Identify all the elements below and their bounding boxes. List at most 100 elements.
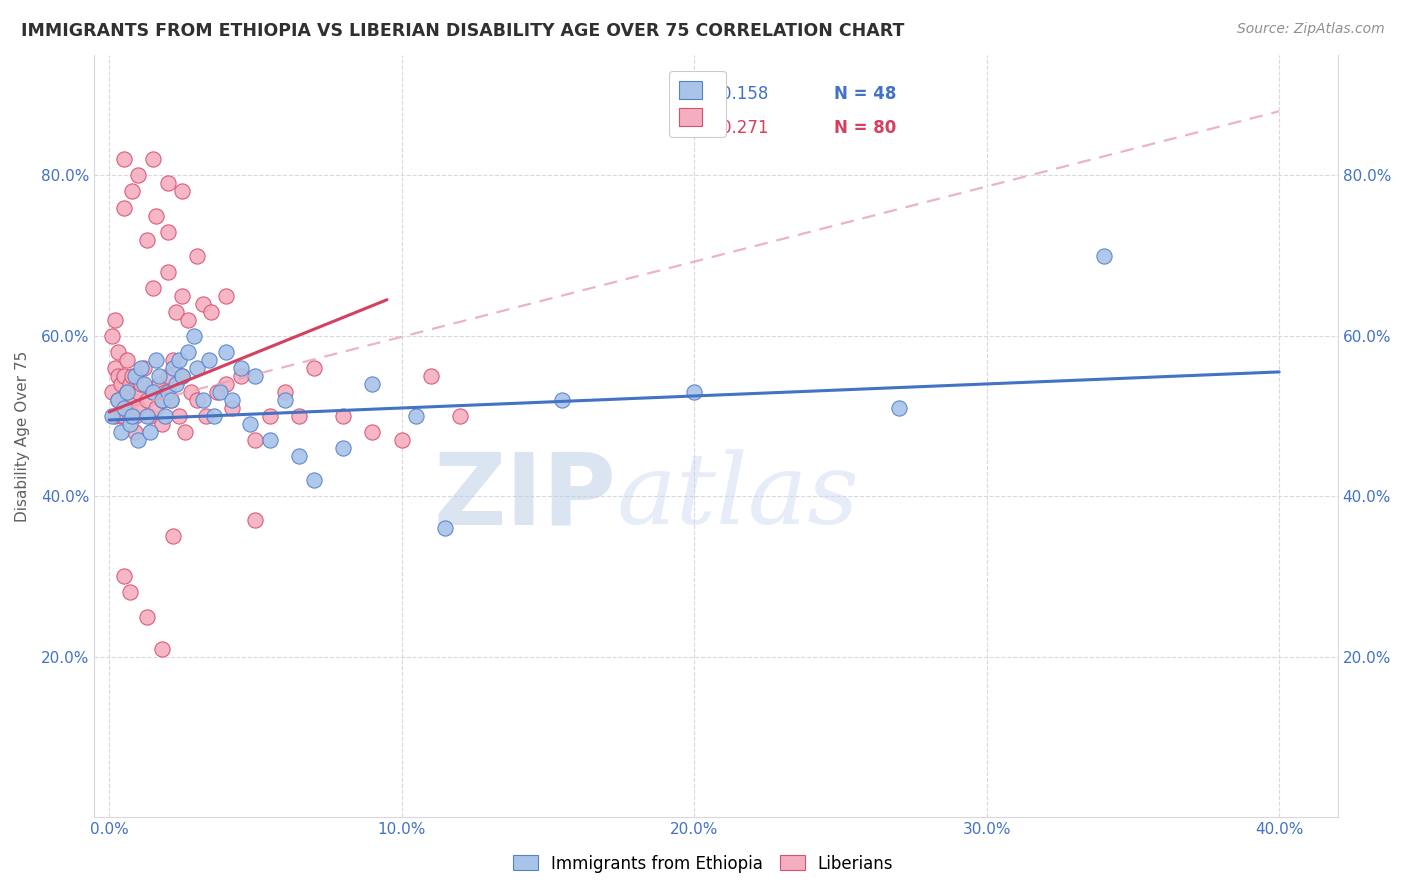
Point [238,417,260,431]
Point [162,529,184,543]
Point [115,352,138,367]
Point [551,392,574,407]
Point [121,392,143,407]
Point [112,368,135,383]
Point [191,297,214,311]
Point [112,201,135,215]
Point [104,313,127,327]
Text: R = 0.271: R = 0.271 [685,119,769,136]
Point [150,641,173,656]
Point [110,425,132,439]
Point [169,352,191,367]
Point [259,433,281,447]
Point [177,313,200,327]
Point [177,344,200,359]
Point [419,368,441,383]
Point [142,384,165,399]
Point [302,473,325,487]
Point [169,409,191,423]
Point [101,328,124,343]
Point [221,401,243,415]
Point [361,425,384,439]
Point [112,153,135,167]
Point [172,289,194,303]
Point [127,433,149,447]
Point [200,305,222,319]
Text: N = 80: N = 80 [834,119,897,136]
Point [136,409,159,423]
Point [405,409,427,423]
Point [101,409,124,423]
Point [172,368,194,383]
Point [101,384,124,399]
Point [229,368,252,383]
Point [288,409,311,423]
Point [121,185,143,199]
Point [229,360,252,375]
Point [165,305,187,319]
Point [215,344,238,359]
Text: IMMIGRANTS FROM ETHIOPIA VS LIBERIAN DISABILITY AGE OVER 75 CORRELATION CHART: IMMIGRANTS FROM ETHIOPIA VS LIBERIAN DIS… [21,22,904,40]
Point [124,368,146,383]
Point [139,409,162,423]
Point [134,360,156,375]
Point [150,392,173,407]
Point [129,376,152,391]
Point [202,409,225,423]
Point [145,209,167,223]
Point [110,409,132,423]
Point [107,392,129,407]
Point [104,360,127,375]
Text: ZIP: ZIP [433,449,617,546]
Y-axis label: Disability Age Over 75: Disability Age Over 75 [15,351,30,522]
Point [129,360,152,375]
Point [142,281,165,295]
Legend: Immigrants from Ethiopia, Liberians: Immigrants from Ethiopia, Liberians [506,848,900,880]
Point [191,392,214,407]
Point [136,233,159,247]
Point [115,384,138,399]
Point [887,401,910,415]
Text: atlas: atlas [617,450,859,545]
Point [172,368,194,383]
Point [110,376,132,391]
Point [127,384,149,399]
Point [259,409,281,423]
Point [172,185,194,199]
Point [159,392,181,407]
Point [136,609,159,624]
Point [127,401,149,415]
Point [332,441,354,455]
Point [118,417,141,431]
Point [142,153,165,167]
Point [148,368,170,383]
Point [288,449,311,463]
Point [245,513,267,527]
Point [156,265,179,279]
Point [221,392,243,407]
Point [207,384,229,399]
Point [156,225,179,239]
Point [134,376,156,391]
Point [162,360,184,375]
Point [127,169,149,183]
Point [115,384,138,399]
Point [107,392,129,407]
Point [150,417,173,431]
Point [142,384,165,399]
Point [391,433,413,447]
Point [159,392,181,407]
Point [683,384,706,399]
Point [156,368,179,383]
Point [156,177,179,191]
Point [209,384,232,399]
Point [1092,249,1115,263]
Point [186,249,208,263]
Point [153,409,176,423]
Text: R = 0.158: R = 0.158 [685,86,768,103]
Point [139,425,162,439]
Point [186,360,208,375]
Point [118,585,141,599]
Point [148,376,170,391]
Point [174,425,197,439]
